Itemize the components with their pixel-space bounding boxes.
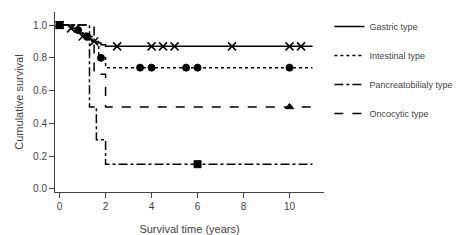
svg-text:10: 10: [284, 201, 296, 212]
svg-text:Oncocytic type: Oncocytic type: [369, 109, 428, 119]
svg-text:6: 6: [195, 201, 201, 212]
svg-text:Gastric type: Gastric type: [369, 22, 417, 32]
svg-text:0: 0: [57, 201, 63, 212]
svg-text:Cumulative survival: Cumulative survival: [13, 54, 25, 149]
svg-text:0.4: 0.4: [33, 118, 47, 129]
svg-text:2: 2: [103, 201, 109, 212]
svg-text:0.2: 0.2: [33, 151, 47, 162]
svg-text:Survival time (years): Survival time (years): [139, 223, 239, 235]
svg-text:0.6: 0.6: [33, 85, 47, 96]
svg-text:0.8: 0.8: [33, 52, 47, 63]
svg-text:Intestinal type: Intestinal type: [369, 51, 425, 61]
svg-text:1.0: 1.0: [33, 20, 47, 31]
svg-text:0.0: 0.0: [33, 183, 47, 194]
svg-text:4: 4: [149, 201, 155, 212]
svg-text:Pancreatobilialy type: Pancreatobilialy type: [369, 80, 452, 90]
svg-text:8: 8: [241, 201, 247, 212]
